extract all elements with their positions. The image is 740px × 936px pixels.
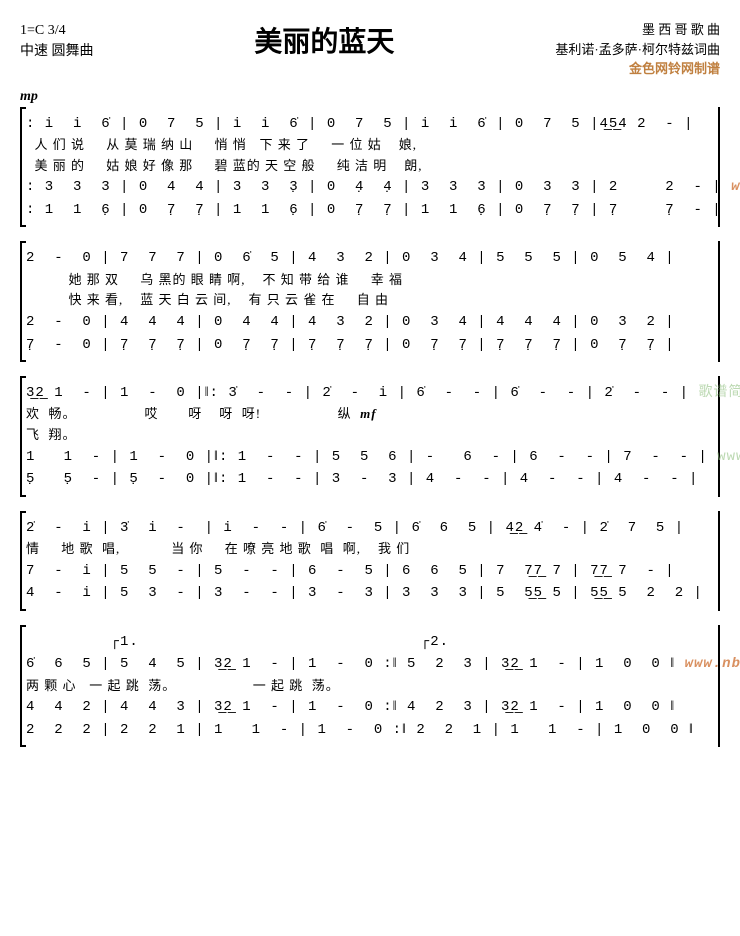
lyric-line-2: 快 来 看, 蓝 天 白 云 间, 有 只 云 雀 在 自 由 bbox=[26, 290, 714, 311]
lyric-line-1: 情 地 歌 唱, 当 你 在 嘹 亮 地 歌 唱 啊, 我 们 bbox=[26, 539, 714, 560]
watermark-url: www.nbjsfl.com 制谱 bbox=[731, 179, 740, 195]
system-1: : i i 6̇ | 0 7 5 | i i 6̇ | 0 7 5 | i i … bbox=[20, 107, 720, 228]
voice2-line: 4 4 2 | 4 4 3 | 3̲2̲ 1 - | 1 - 0 :‖ 4 2 … bbox=[26, 696, 714, 718]
voice2-line: 1 1 - | 1 - 0 |‖: 1 - - | 5 5 6 | - 6 - … bbox=[26, 446, 714, 468]
lyric-line-2: 美 丽 的 姑 娘 好 像 那 碧 蓝的 天 空 般 纯 洁 明 朗, bbox=[26, 156, 714, 177]
voice1-line: 3̲2̲ 1 - | 1 - 0 |‖: 3̇ - - | 2̇ - i | 6… bbox=[26, 382, 714, 404]
system-5: ┌1. ┌2. 6̇ 6 5 | 5 4 5 | 3̲2̲ 1 - | 1 - … bbox=[20, 625, 720, 747]
voice1-line: 6̇ 6 5 | 5 4 5 | 3̲2̲ 1 - | 1 - 0 :‖ 5 2… bbox=[26, 653, 714, 675]
song-title: 美丽的蓝天 bbox=[94, 20, 556, 60]
key-time-signature: 1=C 3/4 bbox=[20, 20, 94, 41]
lyric-line-1: 欢 畅。 哎 呀 呀 呀! 纵 mf bbox=[26, 404, 714, 425]
voice3-line: : 1 1 6̣ | 0 7̣ 7̣ | 1 1 6̣ | 0 7̣ 7̣ | … bbox=[26, 199, 714, 221]
volta-markers: ┌1. ┌2. bbox=[26, 631, 714, 653]
voice2-line: 2 - 0 | 4 4 4 | 0 4 4 | 4 3 2 | 0 3 4 | … bbox=[26, 311, 714, 333]
watermark-url: www.nbjsfl.com 制谱 bbox=[685, 656, 740, 672]
voice2-line: : 3 3 3 | 0 4 4 | 3 3 3̣ | 0 4̣ 4̣ | 3 3… bbox=[26, 176, 714, 198]
composer-credit: 基利诺·孟多萨·柯尔特兹词曲 bbox=[555, 40, 720, 60]
tempo-marking: 中速 圆舞曲 bbox=[20, 41, 94, 62]
system-4: 2̇ - i | 3̇ i - | i - - | 6̇ - 5 | 6̇ 6 … bbox=[20, 511, 720, 611]
system-3: 3̲2̲ 1 - | 1 - 0 |‖: 3̇ - - | 2̇ - i | 6… bbox=[20, 376, 720, 497]
watermark-gepu: 歌谱简谱网 bbox=[698, 385, 740, 401]
voice1-line: : i i 6̇ | 0 7 5 | i i 6̇ | 0 7 5 | i i … bbox=[26, 113, 714, 135]
voice3-line: 7̣ - 0 | 7̣ 7̣ 7̣ | 0 7̣ 7̣ | 7̣ 7̣ 7̣ |… bbox=[26, 334, 714, 356]
voice2-line: 7 - i | 5 5 - | 5 - - | 6 - 5 | 6 6 5 | … bbox=[26, 560, 714, 582]
notation-credit: 金色网铃网制谱 bbox=[555, 59, 720, 79]
voice1-line: 2 - 0 | 7 7 7 | 0 6̇ 5 | 4 3 2 | 0 3 4 |… bbox=[26, 247, 714, 269]
voice3-line: 5̣ 5̣ - | 5̣ - 0 |‖: 1 - - | 3 - 3 | 4 -… bbox=[26, 468, 714, 490]
voice1-line: 2̇ - i | 3̇ i - | i - - | 6̇ - 5 | 6̇ 6 … bbox=[26, 517, 714, 539]
lyric-line-1: 她 那 双 乌 黑的 眼 睛 啊, 不 知 带 给 谁 幸 福 bbox=[26, 270, 714, 291]
lyric-line-1: 人 们 说 从 莫 瑞 纳 山 悄 悄 下 来 了 一 位 姑 娘, bbox=[26, 135, 714, 156]
song-origin: 墨 西 哥 歌 曲 bbox=[555, 20, 720, 40]
dynamic-mf: mf bbox=[360, 406, 376, 421]
voice3-line: 2 2 2 | 2 2 1 | 1 1 - | 1 - 0 :‖ 2 2 1 |… bbox=[26, 719, 714, 741]
dynamic-mp: mp bbox=[20, 89, 720, 105]
watermark-jianpu: www.jianpu.cn bbox=[717, 449, 740, 465]
voice3-line: 4 - i | 5 3 - | 3 - - | 3 - 3 | 3 3 3 | … bbox=[26, 582, 714, 604]
lyric-line-2: 飞 翔。 bbox=[26, 425, 714, 446]
lyric-line-1: 两 颗 心 一 起 跳 荡。 一 起 跳 荡。 bbox=[26, 676, 714, 697]
system-2: 2 - 0 | 7 7 7 | 0 6̇ 5 | 4 3 2 | 0 3 4 |… bbox=[20, 241, 720, 362]
